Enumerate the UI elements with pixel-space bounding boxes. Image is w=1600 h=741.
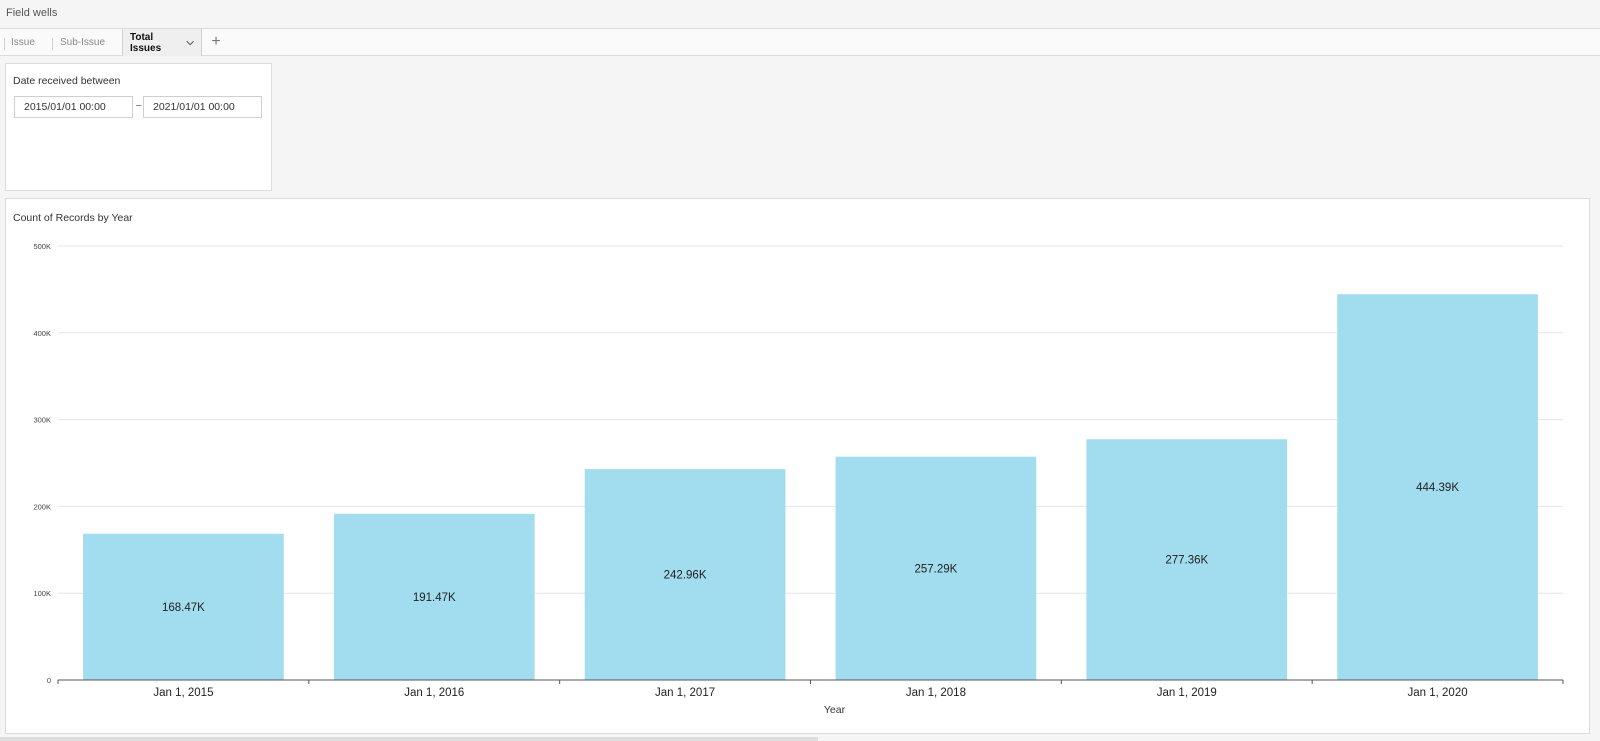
bar[interactable] — [584, 469, 786, 680]
horizontal-scrollbar[interactable] — [0, 737, 818, 741]
y-tick-label: 300K — [33, 416, 51, 425]
end-date-input[interactable] — [143, 96, 262, 118]
bar-data-label: 242.96K — [664, 570, 707, 582]
x-axis-title: Year — [824, 704, 846, 716]
bar[interactable] — [1086, 439, 1288, 680]
start-date-input[interactable] — [14, 96, 133, 118]
tab-label: Total Issues — [130, 31, 162, 54]
tab-issue[interactable]: Issue — [5, 29, 41, 56]
sheet-tab-bar: Issue Sub-Issue Total Issues + — [0, 29, 1600, 56]
bar-data-label: 257.29K — [914, 563, 957, 575]
x-tick-label: Jan 1, 2018 — [906, 687, 966, 699]
tab-separator — [4, 38, 5, 50]
x-tick-label: Jan 1, 2015 — [153, 687, 213, 699]
y-tick-label: 0 — [47, 676, 51, 685]
tab-label: Issue — [11, 37, 35, 48]
bar[interactable] — [333, 513, 535, 680]
y-tick-label: 500K — [33, 242, 51, 251]
field-wells-title: Field wells — [6, 7, 58, 19]
tab-separator — [52, 38, 53, 50]
y-tick-label: 200K — [33, 502, 51, 511]
bar-data-label: 168.47K — [162, 602, 205, 614]
date-filter-panel: Date received between – — [5, 63, 272, 191]
bar[interactable] — [1337, 294, 1538, 680]
tab-sub-issue[interactable]: Sub-Issue — [54, 29, 111, 56]
chevron-down-icon[interactable] — [185, 37, 195, 49]
x-tick-label: Jan 1, 2020 — [1408, 687, 1468, 699]
bar-chart-visual[interactable]: Count of Records by Year 0 100K 200K 300K 40… — [5, 198, 1590, 734]
bar-data-label: 444.39K — [1416, 482, 1459, 494]
tab-total-issues[interactable]: Total Issues — [122, 29, 202, 56]
filter-title: Date received between — [13, 75, 121, 87]
chart-title: Count of Records by Year — [13, 212, 133, 224]
date-range-separator: – — [136, 100, 142, 111]
x-tick-label: Jan 1, 2019 — [1157, 687, 1217, 699]
y-tick-label: 100K — [33, 589, 51, 598]
x-tick-label: Jan 1, 2017 — [655, 687, 715, 699]
bar-data-label: 277.36K — [1165, 555, 1208, 567]
bar-chart: 0 100K 200K 300K 400K 500K 168.47K Jan 1, 2015 1… — [33, 242, 1564, 716]
tab-label: Sub-Issue — [60, 37, 106, 48]
bar[interactable] — [83, 533, 284, 680]
field-wells-bar[interactable]: Field wells — [0, 0, 1600, 29]
bar[interactable] — [835, 456, 1037, 680]
x-tick-label: Jan 1, 2016 — [404, 687, 464, 699]
bar-data-label: 191.47K — [413, 592, 456, 604]
plus-icon[interactable]: + — [211, 33, 221, 50]
y-tick-label: 400K — [33, 329, 51, 338]
